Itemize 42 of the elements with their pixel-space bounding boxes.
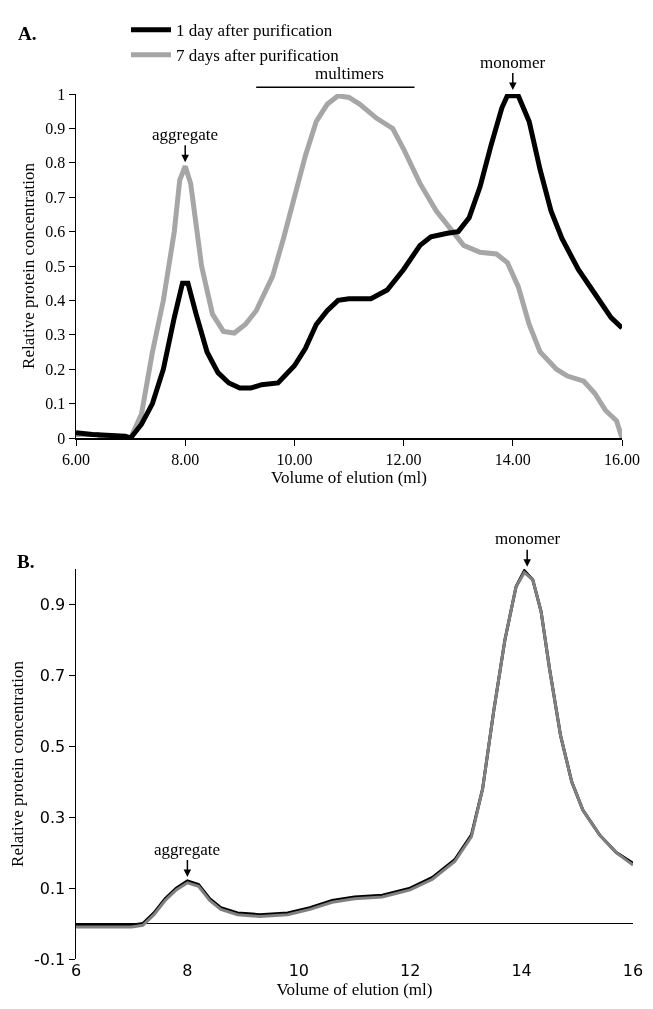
y-axis-title: Relative protein concentration	[19, 162, 39, 369]
y-tick-label: 0.6	[45, 223, 66, 241]
y-tick-label: -0.1	[34, 949, 66, 969]
y-tick-label: 0.1	[45, 395, 66, 413]
chart-title: B.	[17, 551, 35, 572]
y-axis-title: Relative protein concentration	[7, 660, 27, 867]
x-tick-label: 10	[288, 961, 309, 980]
x-tick-label: 8.00	[171, 450, 200, 468]
x-tick-label: 12	[400, 961, 421, 980]
x-tick-label: 12.00	[385, 450, 422, 468]
y-tick-label: 0.2	[45, 360, 66, 378]
x-tick-label: 6.00	[62, 450, 90, 468]
y-tick-label: 0	[57, 429, 66, 447]
y-tick-label: 0.5	[45, 257, 66, 275]
y-tick-label: 0.5	[39, 736, 66, 756]
y-tick-label: 0.1	[39, 878, 66, 898]
x-tick-label: 10.00	[276, 450, 313, 468]
x-tick-label: 6	[70, 961, 82, 980]
y-tick-label: 0.9	[39, 595, 66, 615]
annotation: aggregate	[152, 125, 219, 144]
text: multimers	[315, 64, 384, 83]
y-tick-label: 0.7	[39, 665, 66, 685]
annotation: aggregate	[154, 840, 221, 859]
x-tick-label: 14	[511, 961, 532, 980]
y-tick-label: 0.3	[39, 807, 66, 827]
y-tick-label: 0.3	[45, 326, 66, 344]
annotation: monomer	[495, 529, 561, 548]
x-tick-label: 16	[622, 961, 644, 980]
x-axis-title: Volume of elution (ml)	[276, 980, 433, 1000]
y-tick-label: 0.4	[45, 292, 66, 309]
annotation: monomer	[480, 53, 546, 72]
x-axis-title: Volume of elution (ml)	[271, 467, 427, 487]
legend-label: 1 day after purification	[176, 21, 333, 41]
y-tick-label: 0.8	[45, 154, 66, 172]
y-tick-label: 0.7	[45, 188, 66, 206]
y-tick-label: 0.9	[45, 120, 66, 137]
x-tick-label: 8	[182, 961, 193, 980]
x-tick-label: 14.00	[494, 450, 531, 468]
x-tick-label: 16.00	[604, 450, 640, 468]
chart-title: A.	[18, 23, 37, 44]
y-tick-label: 1	[57, 85, 66, 103]
legend-label: 7 days after purification	[176, 46, 340, 66]
